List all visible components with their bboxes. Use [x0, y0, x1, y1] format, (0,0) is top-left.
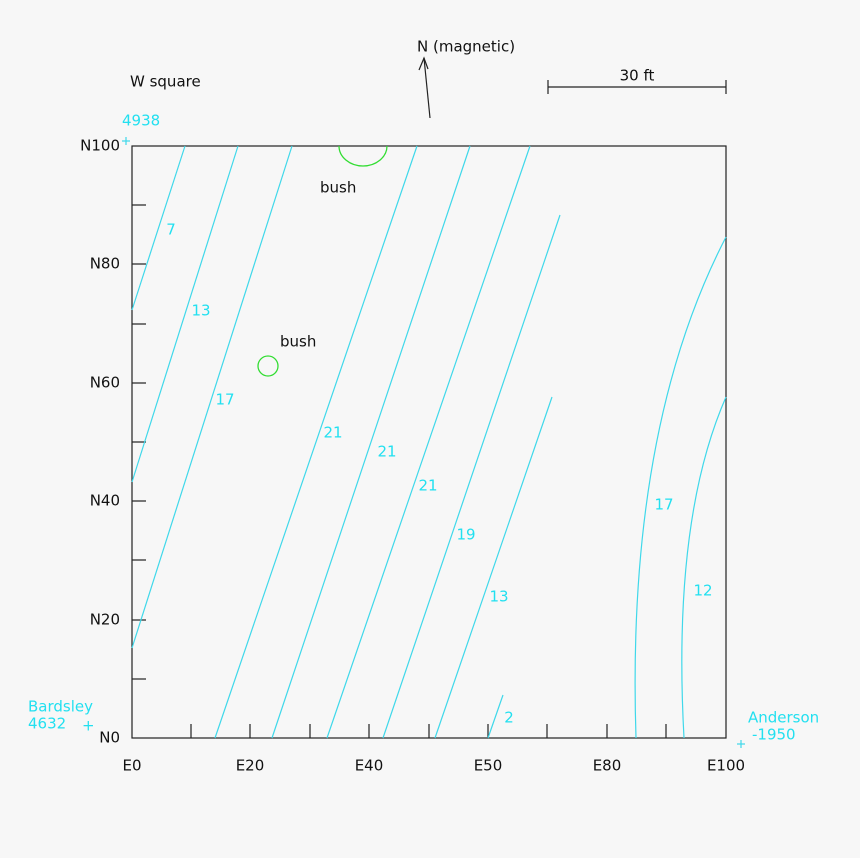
y-label: N20	[90, 611, 120, 629]
feature-label: bush	[280, 333, 316, 351]
y-label: N60	[90, 374, 120, 392]
station-marks	[122, 137, 745, 748]
contour-label: 21	[323, 424, 342, 442]
contour-label: 2	[504, 709, 514, 727]
x-label: E50	[474, 757, 503, 775]
y-label: N0	[99, 729, 120, 747]
x-label: E40	[355, 757, 384, 775]
contour-label: 7	[166, 221, 176, 239]
contour-label: 12	[693, 582, 712, 600]
feature-label: bush	[320, 179, 356, 197]
x-label: E20	[236, 757, 265, 775]
scale-label: 30 ft	[620, 67, 655, 85]
contour-label: 17	[215, 391, 234, 409]
x-label: E0	[122, 757, 141, 775]
contour-label: 13	[489, 588, 508, 606]
station-value: -1950	[752, 726, 796, 744]
x-label: E100	[707, 757, 745, 775]
ticks	[132, 204, 667, 738]
station-label: Bardsley	[28, 698, 93, 716]
y-label: N100	[80, 137, 120, 155]
y-label: N80	[90, 255, 120, 273]
contour-label: 17	[654, 496, 673, 514]
contour-label: 21	[377, 443, 396, 461]
station-label: Anderson	[748, 709, 819, 727]
contour-label: 21	[418, 477, 437, 495]
bush-marker	[338, 145, 388, 167]
north-arrow	[418, 56, 431, 119]
x-label: E80	[593, 757, 622, 775]
contour-label: 19	[456, 526, 475, 544]
contour-label: 13	[191, 302, 210, 320]
scale-bar	[547, 80, 727, 94]
station-cross: +	[82, 717, 95, 735]
station-label: 4938	[122, 112, 160, 130]
contours	[131, 145, 727, 739]
north-label: N (magnetic)	[417, 38, 515, 56]
title: W square	[130, 73, 201, 91]
bush-marker	[257, 355, 279, 377]
y-label: N40	[90, 492, 120, 510]
station-value: 4632	[28, 715, 66, 733]
